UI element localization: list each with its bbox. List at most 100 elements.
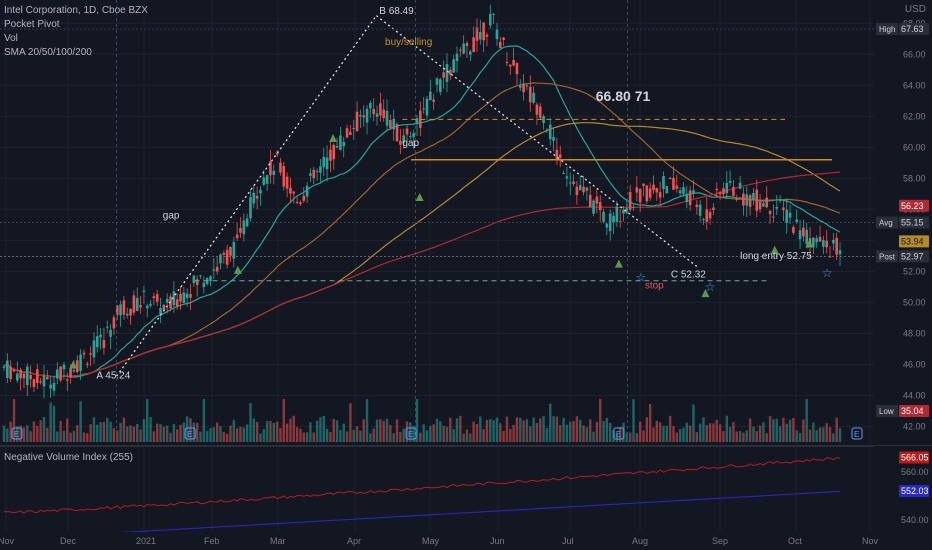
star-marker: ☆ [822, 266, 833, 280]
volume-bar [655, 420, 659, 442]
candle-body [65, 379, 69, 381]
price-label-5: 35.04 [901, 406, 924, 416]
nvi-label-2: 552.03 [901, 486, 929, 496]
volume-bar [242, 427, 246, 442]
candle-body [322, 156, 326, 168]
volume-bar [415, 399, 419, 442]
candle-body [505, 62, 509, 64]
volume-bar [275, 421, 279, 442]
candle-body [755, 189, 759, 211]
candle-body [615, 206, 619, 222]
candle-body [122, 300, 126, 315]
volume-bar [838, 428, 842, 442]
volume-bar [765, 433, 768, 442]
volume-bar [72, 430, 76, 442]
volume-bar [615, 433, 619, 442]
candle-body [339, 135, 342, 151]
volume-bar [778, 426, 782, 442]
volume-bar [202, 399, 206, 442]
candle-body [515, 62, 519, 75]
candle-body [259, 189, 262, 194]
nvi-line [3, 456, 841, 514]
candle-body [592, 200, 595, 214]
volume-bar [805, 399, 808, 442]
candle-body [105, 326, 109, 328]
volume-bar [788, 419, 792, 442]
volume-bar [449, 417, 452, 442]
volume-bar [585, 427, 589, 442]
time-tick-label: Oct [788, 536, 803, 546]
nvi-label-1: 560.00 [901, 467, 929, 477]
candle-body [375, 113, 379, 117]
candle-body [665, 186, 669, 194]
candle-body [149, 304, 152, 306]
candle-body [295, 201, 299, 203]
candle-body [52, 382, 56, 391]
candle-body [482, 22, 485, 41]
candle-body [512, 59, 515, 66]
candle-body [232, 242, 236, 259]
annotation-5: 66.80 71 [596, 88, 651, 104]
price-label-box [899, 404, 929, 417]
volume-bar [179, 424, 182, 442]
candle-body [2, 366, 6, 368]
volume-bar [728, 426, 732, 442]
nvi-ma-line [3, 490, 841, 540]
volume-bar [742, 432, 745, 442]
volume-bar [342, 423, 345, 442]
candle-body [662, 175, 665, 189]
volume-bar [485, 420, 489, 442]
volume-bar [229, 425, 232, 442]
volume-bar [828, 427, 832, 442]
volume-bar [185, 416, 189, 442]
volume-bar [818, 427, 822, 442]
volume-bar [305, 432, 309, 442]
volume-bar [16, 426, 19, 442]
nvi-legend: Negative Volume Index (255) [4, 452, 133, 463]
candle-body [39, 381, 42, 383]
candle-body [92, 340, 96, 358]
candle-body [555, 149, 559, 160]
volume-bar [59, 420, 62, 442]
candle-body [385, 110, 389, 126]
candle-body [502, 37, 505, 40]
candle-body [399, 140, 402, 145]
candle-body [215, 266, 219, 272]
candle-body [628, 192, 632, 210]
volume-bar [189, 418, 192, 442]
candles [2, 4, 842, 399]
candle-body [692, 190, 695, 194]
price-label-4: 52.97 [901, 251, 924, 261]
volume-bar [439, 421, 442, 442]
annotation-0: B 68.49 [379, 6, 414, 17]
annotation-1: A 45.24 [96, 370, 130, 381]
volume-bar [555, 416, 559, 442]
volume-bar [195, 422, 199, 442]
candle-body [668, 177, 672, 180]
price-tag-avg: Avg [879, 219, 893, 228]
candle-body [229, 246, 232, 256]
volume-bar [625, 432, 629, 442]
candle-body [748, 195, 752, 207]
candle-body [635, 187, 639, 193]
candle-body [19, 369, 22, 379]
volume-bar [658, 422, 662, 442]
candle-body [219, 254, 222, 264]
candle-body [302, 195, 306, 201]
time-tick-label: Sep [712, 536, 728, 546]
volume-bar [289, 418, 292, 442]
price-tick-label: 58.00 [903, 173, 926, 183]
candle-body [189, 294, 192, 298]
legend-vol: Vol [4, 33, 18, 44]
volume-bar [129, 425, 132, 442]
volume-bar [365, 399, 369, 442]
earnings-badge [184, 427, 196, 440]
candle-body [32, 379, 36, 388]
price-tag-box [876, 216, 898, 229]
candle-body [422, 108, 425, 110]
volume-bar [69, 432, 72, 442]
price-tick-label: 66.00 [903, 49, 926, 59]
earnings-badge-label: E [616, 430, 621, 439]
